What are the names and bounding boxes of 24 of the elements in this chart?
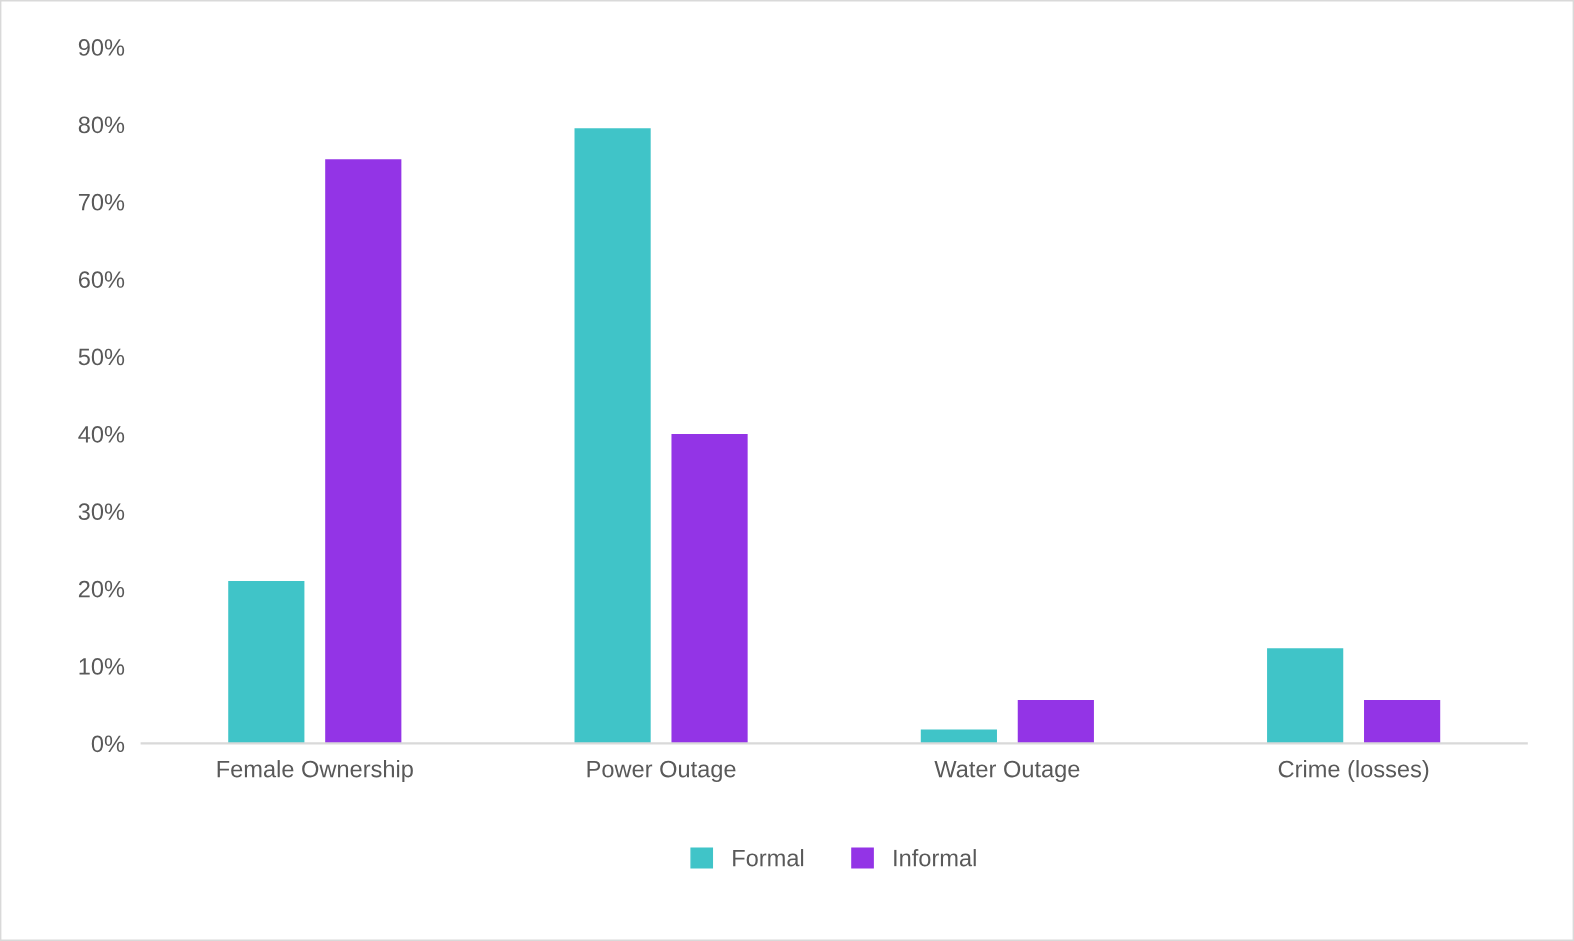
bar	[920, 729, 997, 744]
y-tick-label: 90%	[78, 39, 125, 56]
bar	[325, 159, 402, 744]
bar	[574, 128, 651, 744]
y-tick-label: 10%	[79, 658, 125, 675]
x-tick-label: Power Outage	[587, 760, 736, 783]
bar	[228, 580, 305, 744]
y-tick-label: 60%	[78, 271, 125, 288]
bar	[1267, 648, 1344, 744]
x-tick-label: Female Ownership	[217, 760, 413, 783]
y-tick-label: 50%	[78, 348, 125, 366]
y-tick-label: 0%	[91, 735, 125, 753]
x-tick-label: Water Outage	[934, 760, 1080, 783]
legend-label: Informal	[894, 849, 976, 867]
y-tick-label: 40%	[78, 425, 125, 443]
bar	[1017, 700, 1094, 744]
bar	[1364, 700, 1441, 744]
bar	[671, 433, 748, 744]
y-tick-label: 30%	[78, 503, 125, 521]
legend-label: Formal	[733, 849, 804, 867]
y-tick-label: 80%	[78, 116, 125, 134]
x-tick-label: Crime (losses)	[1278, 760, 1429, 783]
y-tick-label: 70%	[78, 193, 125, 211]
y-tick-label: 20%	[78, 580, 125, 598]
